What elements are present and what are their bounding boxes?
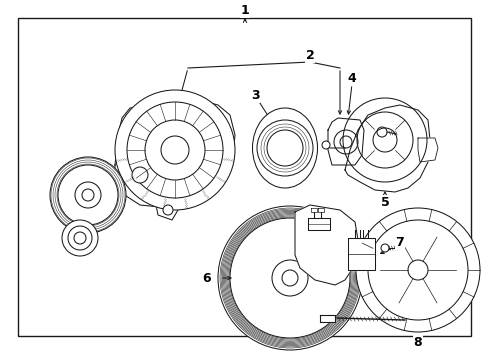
Bar bbox=[18, 18, 471, 336]
Circle shape bbox=[50, 157, 126, 233]
Polygon shape bbox=[155, 195, 178, 220]
Text: 7: 7 bbox=[395, 235, 404, 248]
Text: 4: 4 bbox=[347, 72, 356, 85]
Polygon shape bbox=[348, 238, 375, 270]
Polygon shape bbox=[418, 138, 438, 162]
Polygon shape bbox=[320, 315, 335, 322]
Circle shape bbox=[218, 206, 362, 350]
Circle shape bbox=[62, 220, 98, 256]
Circle shape bbox=[356, 208, 480, 332]
Polygon shape bbox=[345, 105, 430, 192]
Circle shape bbox=[377, 127, 387, 137]
Ellipse shape bbox=[252, 108, 318, 188]
Circle shape bbox=[381, 244, 389, 252]
Circle shape bbox=[163, 205, 173, 215]
Text: 3: 3 bbox=[251, 89, 259, 102]
Polygon shape bbox=[328, 118, 364, 165]
Circle shape bbox=[132, 167, 148, 183]
Text: 6: 6 bbox=[203, 271, 211, 284]
Circle shape bbox=[115, 90, 235, 210]
Circle shape bbox=[322, 141, 330, 149]
Polygon shape bbox=[115, 100, 235, 208]
Text: 8: 8 bbox=[414, 336, 422, 348]
Polygon shape bbox=[308, 218, 330, 230]
Text: 1: 1 bbox=[241, 4, 249, 17]
Polygon shape bbox=[295, 205, 358, 285]
Text: 2: 2 bbox=[306, 49, 315, 62]
Text: 5: 5 bbox=[381, 195, 390, 208]
